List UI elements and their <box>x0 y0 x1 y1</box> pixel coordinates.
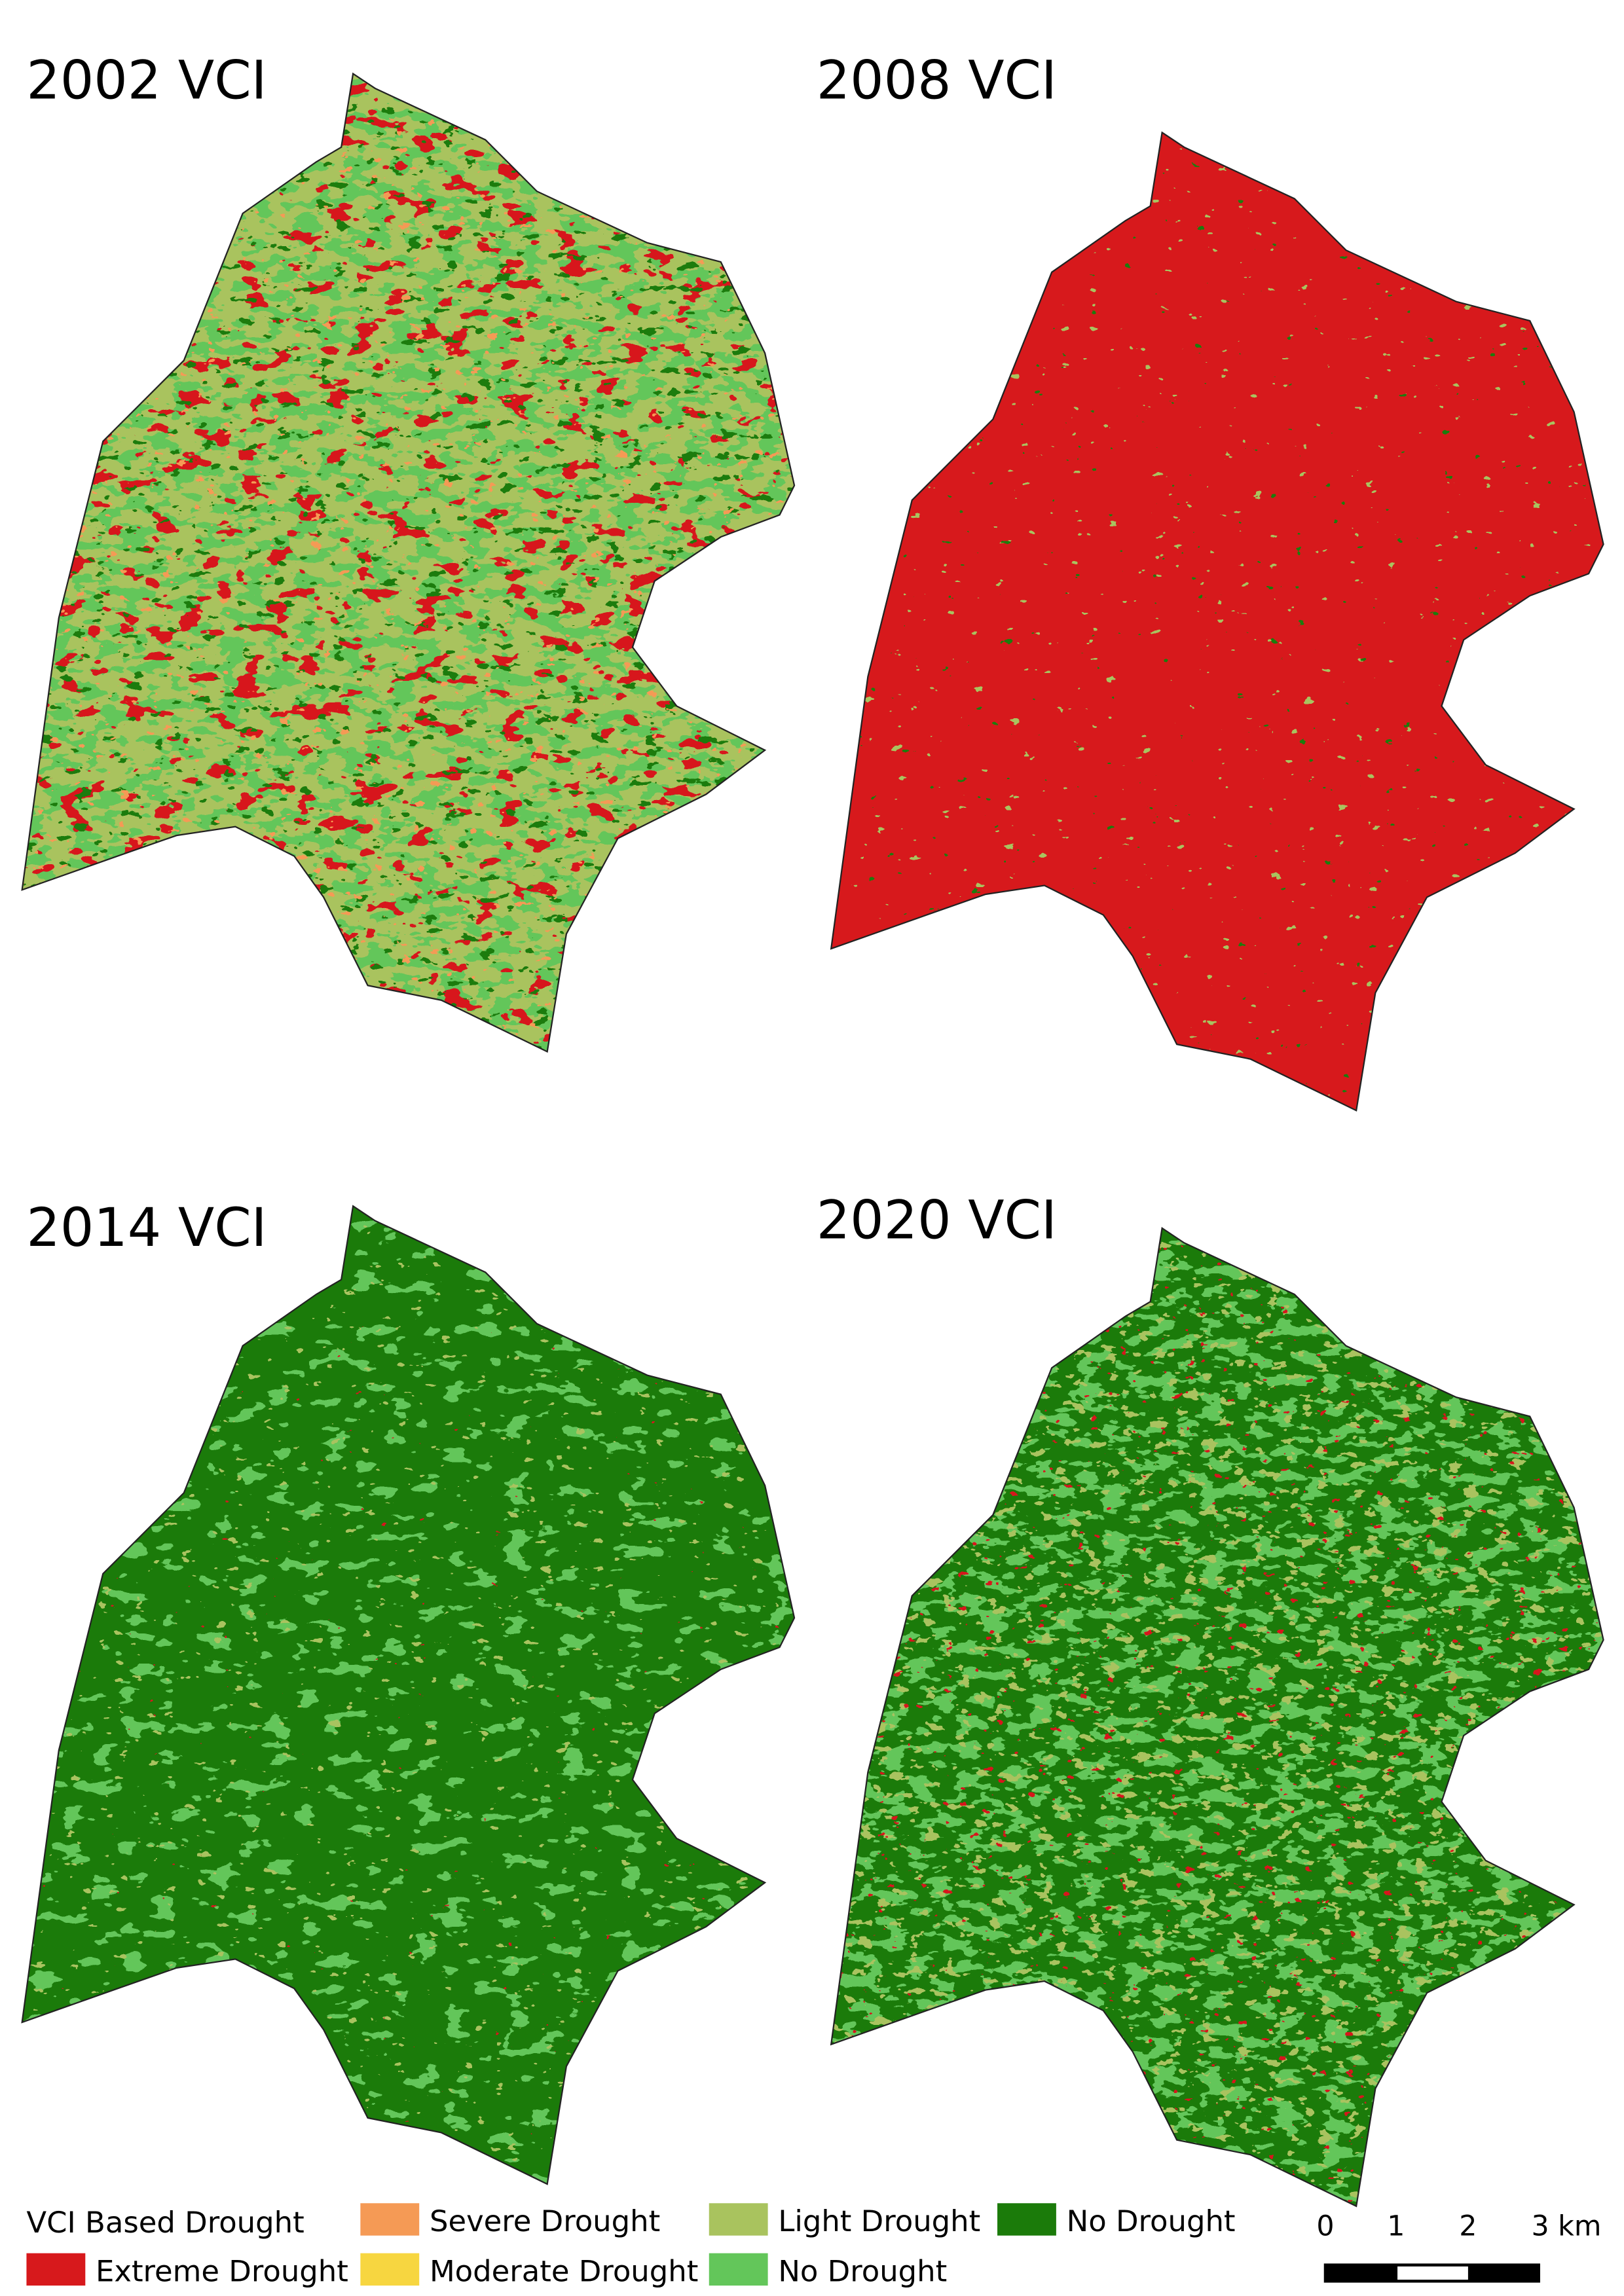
legend-label: No Drought <box>778 2253 947 2288</box>
scale-bar <box>1323 2263 1540 2283</box>
legend-label: Extreme Drought <box>96 2253 348 2288</box>
legend-swatch <box>997 2203 1056 2236</box>
legend-swatch <box>709 2253 768 2286</box>
legend-swatch <box>360 2253 420 2286</box>
panel-title: 2002 VCI <box>26 50 267 112</box>
scale-label: 3 km <box>1531 2210 1601 2243</box>
legend-label: Light Drought <box>778 2204 980 2238</box>
map-texture <box>831 1228 1604 2206</box>
map-panel <box>830 1227 1604 2207</box>
legend-label: No Drought <box>1067 2204 1236 2238</box>
scale-label: 0 <box>1316 2210 1334 2243</box>
scale-label: 2 <box>1459 2210 1477 2243</box>
map-panel <box>830 132 1604 1112</box>
legend-swatch <box>26 2253 86 2286</box>
map-panel <box>21 73 796 1053</box>
map-texture <box>831 132 1604 1111</box>
panel-title: 2008 VCI <box>817 50 1057 112</box>
panel-title: 2014 VCI <box>26 1197 267 1259</box>
map-texture <box>22 1206 795 2185</box>
scale-bar-segment <box>1397 2266 1468 2280</box>
legend-swatch <box>360 2203 420 2236</box>
legend-title: VCI Based Drought <box>26 2205 304 2240</box>
map-texture <box>22 73 795 1052</box>
scale-label: 1 <box>1387 2210 1405 2243</box>
legend-label: Severe Drought <box>430 2204 660 2238</box>
legend-swatch <box>709 2203 768 2236</box>
panel-title: 2020 VCI <box>817 1190 1057 1252</box>
map-panel <box>21 1205 796 2185</box>
legend-label: Moderate Drought <box>430 2253 698 2288</box>
